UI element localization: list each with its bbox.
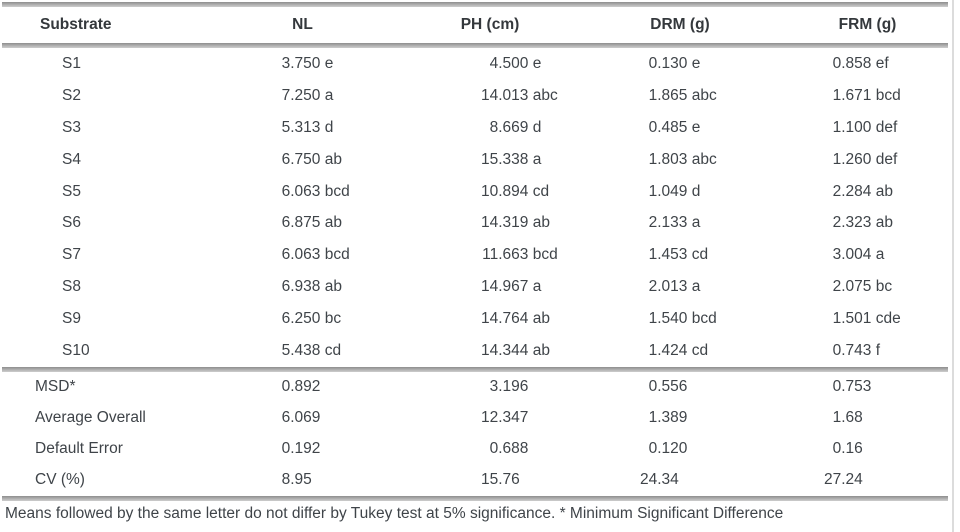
table-top-rule — [2, 2, 948, 7]
cell-nl: 6.750 ab — [281, 150, 342, 168]
summary-row: CV (%) 8.95 15.76 24.34 27.24 — [0, 465, 960, 496]
cell-drm: 1.453 cd — [648, 246, 709, 264]
page-edge-line — [952, 0, 954, 532]
cell-ph: 3.196 — [489, 378, 529, 396]
cell-frm: 0.858 ef — [832, 54, 889, 72]
cell-label: S9 — [62, 310, 81, 328]
cell-frm: 1.671 bcd — [832, 86, 901, 104]
cell-frm: 2.284 ab — [832, 182, 893, 200]
cell-label: S1 — [62, 54, 81, 72]
cell-nl: 5.313 d — [281, 118, 334, 136]
cell-drm: 2.013 a — [648, 278, 701, 296]
cell-ph: 14.013 abc — [481, 86, 558, 104]
cell-label: S10 — [62, 341, 90, 359]
table-row: S6 6.875 ab 14.319 ab 2.133 a 2.323 ab — [0, 207, 960, 239]
cell-drm: 0.485 e — [648, 118, 701, 136]
cell-drm: 2.133 a — [648, 214, 701, 232]
cell-label: S3 — [62, 118, 81, 136]
cell-frm: 3.004 a — [832, 246, 885, 264]
cell-ph: 11.663 bcd — [482, 246, 558, 264]
cell-frm: 1.68 — [832, 409, 863, 427]
cell-nl: 7.250 a — [281, 86, 334, 104]
table-row: S9 6.250 bc 14.764 ab 1.540 bcd 1.501 cde — [0, 303, 960, 335]
cell-label: Default Error — [35, 440, 123, 458]
column-header-frm: FRM (g) — [838, 16, 897, 33]
cell-drm: 1.865 abc — [648, 86, 717, 104]
table-header-row: Substrate NL PH (cm) DRM (g) FRM (g) — [0, 7, 960, 43]
summary-row: Average Overall 6.069 12.347 1.389 1.68 — [0, 403, 960, 434]
cell-ph: 12.347 — [481, 409, 529, 427]
cell-ph: 0.688 — [489, 440, 529, 458]
cell-frm: 1.501 cde — [832, 310, 901, 328]
cell-drm: 0.130 e — [648, 54, 701, 72]
table-row: S1 3.750 e 4.500 e 0.130 e 0.858 ef — [0, 48, 960, 80]
cell-frm: 1.260 def — [832, 150, 898, 168]
cell-drm: 0.120 — [648, 440, 688, 458]
cell-drm: 1.540 bcd — [648, 310, 717, 328]
cell-label: CV (%) — [35, 471, 85, 489]
cell-nl: 0.192 — [281, 440, 321, 458]
cell-ph: 8.669 d — [489, 118, 542, 136]
cell-label: S6 — [62, 214, 81, 232]
cell-ph: 14.344 ab — [481, 341, 550, 359]
summary-row: Default Error 0.192 0.688 0.120 0.16 — [0, 434, 960, 465]
cell-label: MSD* — [35, 378, 76, 396]
cell-frm: 2.323 ab — [832, 214, 893, 232]
cell-nl: 0.892 — [281, 378, 321, 396]
cell-ph: 14.319 ab — [481, 214, 550, 232]
cell-drm: 24.34 — [640, 471, 679, 489]
cell-label: S7 — [62, 246, 81, 264]
cell-nl: 8.95 — [281, 471, 312, 489]
cell-label: Average Overall — [35, 409, 146, 427]
cell-drm: 0.556 — [648, 378, 688, 396]
cell-drm: 1.049 d — [648, 182, 701, 200]
table-row: S3 5.313 d 8.669 d 0.485 e 1.100 def — [0, 112, 960, 144]
summary-row: MSD* 0.892 3.196 0.556 0.753 — [0, 372, 960, 403]
cell-ph: 14.764 ab — [481, 310, 550, 328]
substrate-rows: S1 3.750 e 4.500 e 0.130 e 0.858 ef S2 7.250 a… — [0, 48, 960, 367]
cell-label: S2 — [62, 86, 81, 104]
cell-nl: 6.250 bc — [281, 310, 342, 328]
cell-nl: 6.875 ab — [281, 214, 342, 232]
summary-rows: MSD* 0.892 3.196 0.556 0.753 Average Overall 6… — [0, 372, 960, 496]
cell-ph: 14.967 a — [481, 278, 542, 296]
cell-frm: 27.24 — [824, 471, 863, 489]
table-row: S2 7.250 a 14.013 abc 1.865 abc 1.671 bcd — [0, 80, 960, 112]
cell-frm: 0.753 — [832, 378, 872, 396]
table-footnote: Means followed by the same letter do not… — [5, 504, 784, 522]
cell-drm: 1.803 abc — [648, 150, 717, 168]
cell-label: S8 — [62, 278, 81, 296]
cell-drm: 1.424 cd — [648, 341, 709, 359]
table-row: S7 6.063 bcd 11.663 bcd 1.453 cd 3.004 a — [0, 239, 960, 271]
table-row: S8 6.938 ab 14.967 a 2.013 a 2.075 bc — [0, 271, 960, 303]
cell-label: S5 — [62, 182, 81, 200]
table-row: S5 6.063 bcd 10.894 cd 1.049 d 2.284 ab — [0, 176, 960, 208]
cell-label: S4 — [62, 150, 81, 168]
cell-frm: 0.16 — [832, 440, 863, 458]
summary-top-rule — [2, 366, 948, 372]
cell-nl: 6.069 — [281, 409, 321, 427]
table-row: S4 6.750 ab 15.338 a 1.803 abc 1.260 def — [0, 144, 960, 176]
cell-drm: 1.389 — [648, 409, 688, 427]
cell-frm: 2.075 bc — [832, 278, 893, 296]
cell-nl: 5.438 cd — [281, 341, 342, 359]
cell-frm: 1.100 def — [832, 118, 898, 136]
cell-nl: 6.063 bcd — [281, 246, 350, 264]
column-header-substrate: Substrate — [40, 16, 112, 33]
column-header-nl: NL — [292, 16, 313, 33]
table-row: S10 5.438 cd 14.344 ab 1.424 cd 0.743 f — [0, 335, 960, 367]
cell-ph: 4.500 e — [489, 54, 542, 72]
cell-nl: 6.063 bcd — [281, 182, 350, 200]
cell-nl: 3.750 e — [281, 54, 334, 72]
table-bottom-rule — [2, 495, 948, 501]
cell-ph: 10.894 cd — [481, 182, 550, 200]
column-header-drm: DRM (g) — [650, 16, 710, 33]
cell-frm: 0.743 f — [832, 341, 881, 359]
header-bottom-rule — [2, 43, 948, 48]
cell-ph: 15.76 — [481, 471, 520, 489]
cell-nl: 6.938 ab — [281, 278, 342, 296]
column-header-ph: PH (cm) — [460, 16, 520, 33]
cell-ph: 15.338 a — [481, 150, 542, 168]
